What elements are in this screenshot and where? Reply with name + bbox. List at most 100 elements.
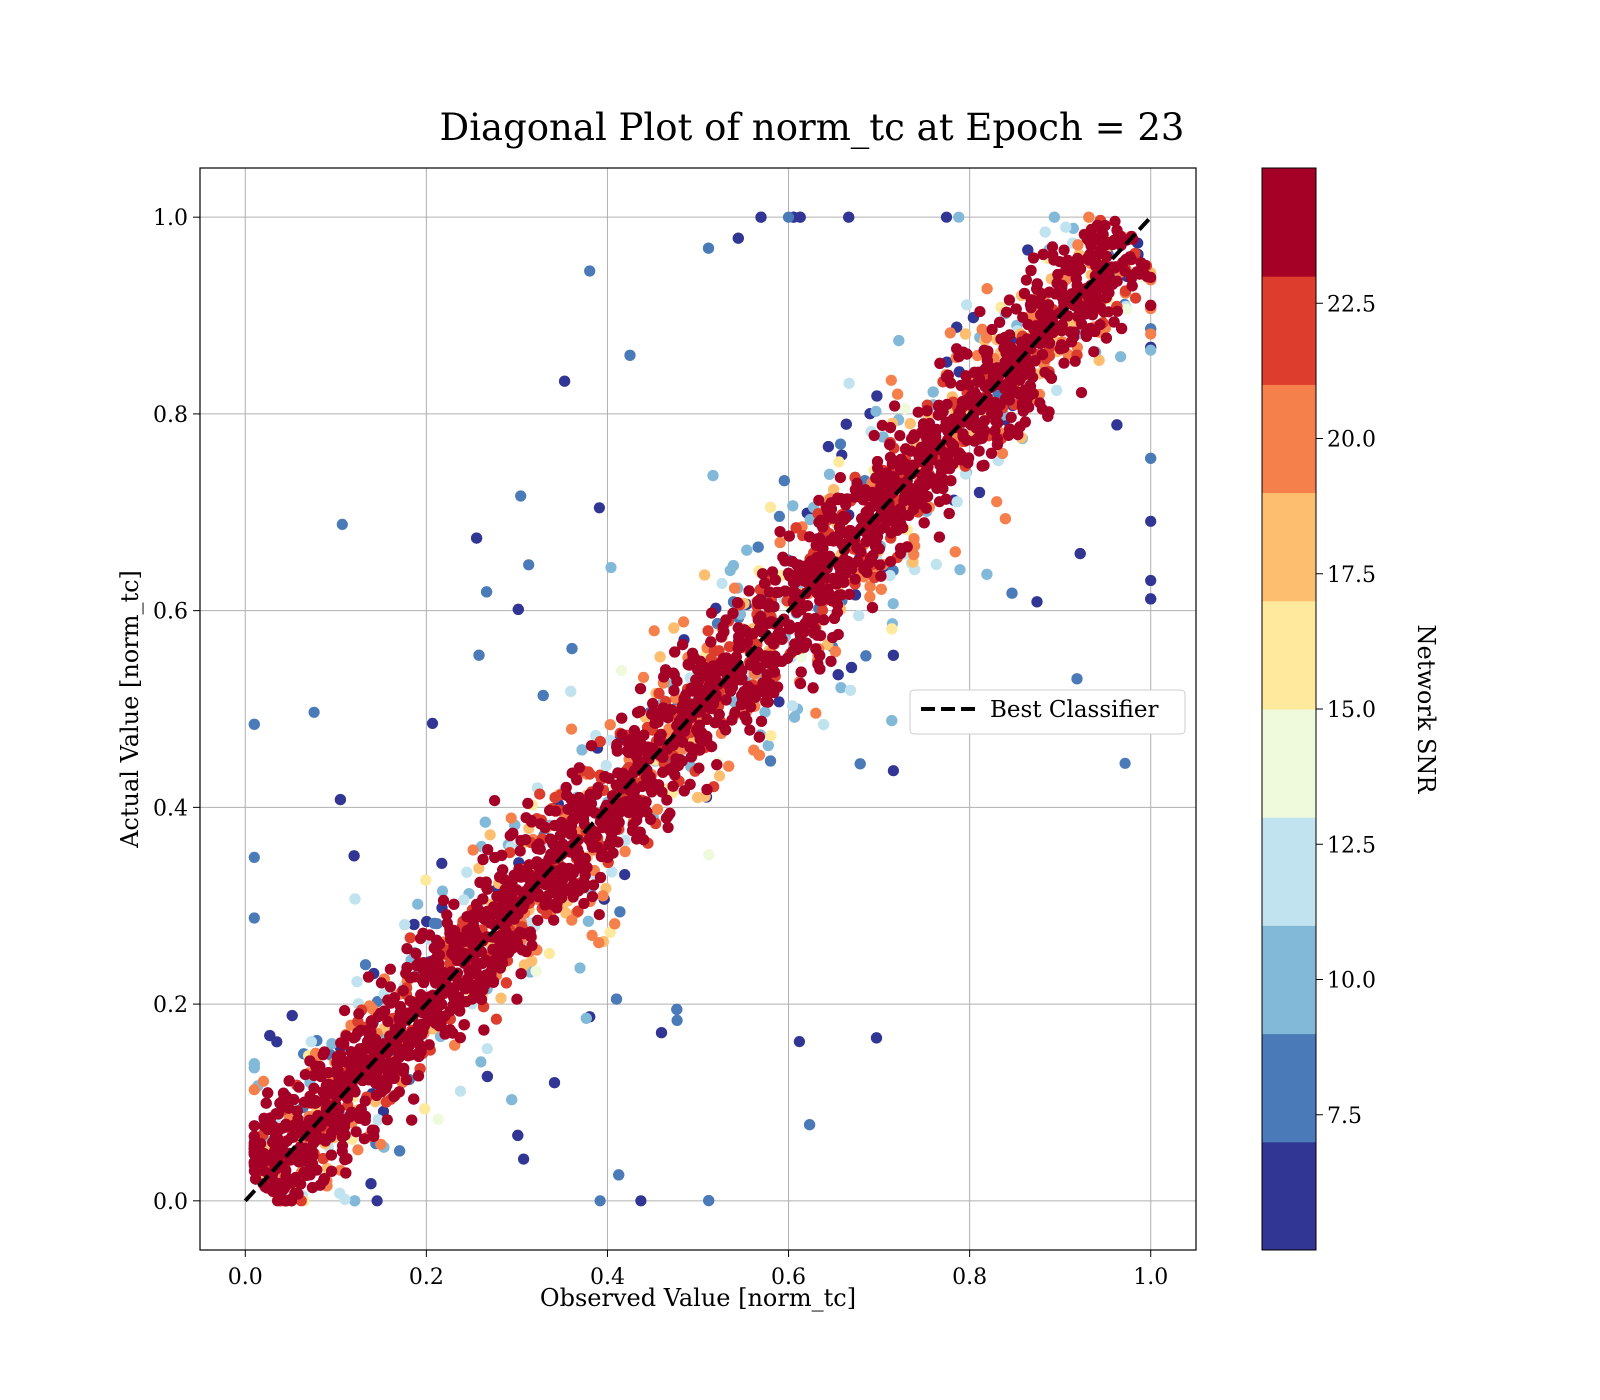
scatter-point: [410, 947, 422, 960]
scatter-point: [308, 706, 320, 718]
scatter-point: [875, 570, 887, 582]
scatter-point: [851, 477, 863, 489]
scatter-point: [849, 491, 861, 503]
scatter-point: [933, 399, 945, 411]
scatter-point: [986, 323, 998, 336]
scatter-point: [1055, 339, 1067, 351]
scatter-point: [921, 405, 933, 417]
scatter-point: [807, 682, 819, 694]
scatter-point: [624, 349, 636, 361]
scatter-point: [475, 1056, 487, 1068]
scatter-point: [889, 400, 901, 412]
scatter-point: [814, 532, 826, 545]
scatter-point: [764, 755, 777, 767]
scatter-point: [365, 1026, 377, 1039]
scatter-point: [637, 834, 650, 846]
scatter-point: [349, 893, 361, 905]
scatter-point: [291, 1105, 303, 1117]
scatter-point: [678, 785, 690, 797]
scatter-point: [854, 758, 866, 770]
scatter-point: [348, 850, 360, 862]
scatter-point: [408, 1093, 420, 1105]
scatter-point: [851, 542, 863, 554]
scatter-point: [918, 517, 930, 529]
scatter-point: [547, 837, 559, 850]
scatter-point: [703, 680, 715, 692]
scatter-point: [566, 827, 578, 839]
scatter-point: [667, 667, 680, 679]
scatter-point: [757, 568, 769, 580]
scatter-point: [511, 993, 523, 1005]
scatter-point: [1056, 279, 1068, 291]
scatter-point: [660, 812, 673, 824]
scatter-point: [314, 1179, 326, 1191]
scatter-point: [814, 663, 826, 675]
scatter-point: [597, 890, 609, 902]
scatter-point: [1010, 303, 1022, 315]
scatter-point: [783, 530, 795, 542]
scatter-point: [996, 447, 1009, 460]
scatter-point: [779, 555, 791, 567]
scatter-point: [543, 947, 556, 960]
scatter-point: [603, 838, 615, 851]
scatter-point: [884, 570, 896, 582]
scatter-point: [991, 439, 1004, 451]
scatter-point: [804, 514, 816, 526]
scatter-point: [585, 740, 598, 752]
scatter-point: [566, 643, 578, 655]
scatter-point: [557, 826, 569, 838]
scatter-point: [420, 874, 432, 886]
scatter-point: [419, 1103, 431, 1115]
scatter-point: [752, 541, 764, 553]
scatter-point: [703, 849, 715, 861]
scatter-point: [368, 1124, 380, 1136]
chart-title: Diagonal Plot of norm_tc at Epoch = 23: [440, 106, 1185, 150]
scatter-point: [667, 780, 679, 792]
scatter-point: [365, 1178, 377, 1190]
scatter-point: [437, 894, 450, 907]
scatter-point: [774, 536, 786, 549]
scatter-point: [329, 1066, 341, 1078]
scatter-point: [1036, 349, 1049, 361]
scatter-point: [940, 211, 953, 223]
scatter-point: [534, 788, 546, 800]
scatter-point: [514, 845, 526, 857]
scatter-point: [651, 803, 664, 815]
scatter-point: [557, 838, 569, 850]
scatter-point: [619, 845, 631, 858]
scatter-point: [1037, 248, 1049, 260]
scatter-point: [1115, 351, 1127, 363]
scatter-point: [1111, 305, 1123, 317]
scatter-point: [283, 1102, 295, 1114]
scatter-point: [694, 655, 707, 668]
scatter-point: [951, 496, 963, 508]
scatter-point: [351, 976, 363, 988]
scatter-point: [1086, 300, 1098, 312]
scatter-point: [350, 1126, 362, 1138]
scatter-point: [864, 591, 876, 603]
scatter-point: [669, 646, 681, 658]
scatter-point: [648, 625, 660, 637]
scatter-point: [694, 744, 706, 756]
scatter-point: [262, 1087, 274, 1099]
scatter-point: [831, 533, 844, 545]
scatter-point: [932, 409, 944, 421]
scatter-point: [833, 456, 845, 468]
scatter-point: [743, 585, 755, 597]
scatter-point: [586, 891, 599, 903]
scatter-point: [311, 1164, 323, 1176]
scatter-point: [1039, 226, 1051, 238]
scatter-point: [484, 829, 496, 841]
scatter-point: [871, 456, 884, 468]
scatter-point: [497, 944, 509, 956]
scatter-point: [773, 510, 786, 522]
scatter-point: [773, 696, 785, 708]
scatter-point: [907, 504, 919, 516]
scatter-point: [892, 388, 904, 400]
scatter-point: [375, 1138, 387, 1150]
scatter-point: [625, 801, 637, 814]
scatter-point: [843, 377, 855, 389]
scatter-point: [266, 1172, 278, 1184]
scatter-point: [1089, 232, 1101, 244]
scatter-point: [886, 623, 898, 635]
